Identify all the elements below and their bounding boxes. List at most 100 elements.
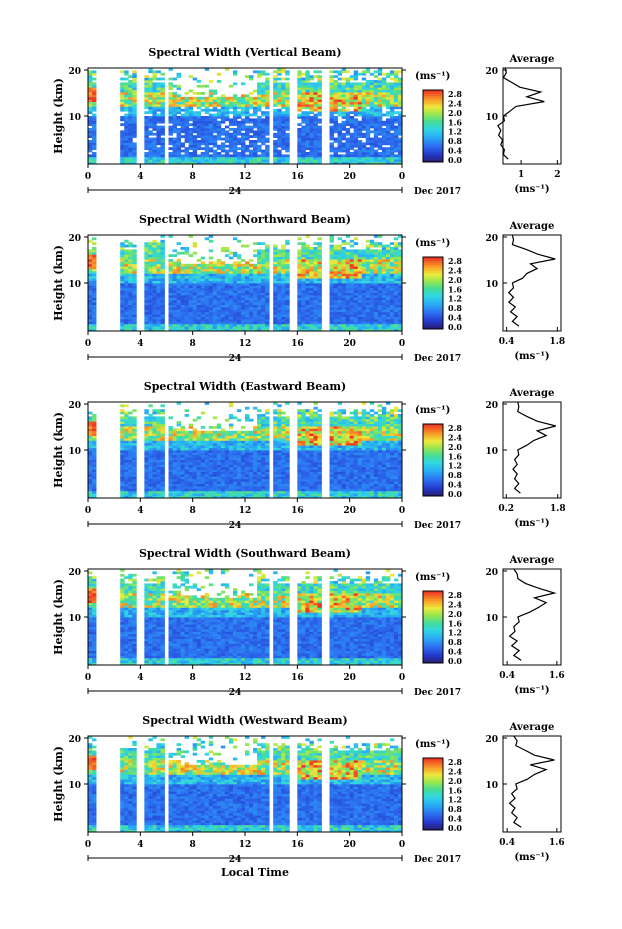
heatmap-cell xyxy=(204,156,210,160)
heatmap-cell xyxy=(305,254,310,257)
heatmap-cell xyxy=(160,125,165,129)
heatmap-cell xyxy=(220,283,226,286)
heatmap-cell xyxy=(120,447,125,451)
heatmap-cell xyxy=(257,106,262,110)
heatmap-cell xyxy=(397,111,403,114)
heatmap-cell xyxy=(281,92,286,95)
heatmap-cell xyxy=(216,116,222,119)
heatmap-cell xyxy=(377,275,383,279)
heatmap-cell xyxy=(192,476,198,480)
heatmap-cell xyxy=(393,304,399,308)
heatmap-cell xyxy=(245,328,250,332)
heatmap-cell xyxy=(277,261,282,265)
heatmap-cell xyxy=(253,161,258,165)
heatmap-cell xyxy=(313,106,318,110)
heatmap-cell xyxy=(373,314,379,317)
heatmap-cell xyxy=(196,273,202,277)
heatmap-cell xyxy=(132,438,137,441)
heatmap-cell xyxy=(337,135,343,138)
heatmap-cell xyxy=(128,319,133,322)
heatmap-cell xyxy=(184,464,190,468)
heatmap-cell xyxy=(277,159,282,162)
heatmap-cell xyxy=(180,285,186,289)
heatmap-cell xyxy=(220,292,226,296)
heatmap-cell xyxy=(265,87,270,90)
heatmap-cell xyxy=(309,247,314,250)
heatmap-cell xyxy=(200,92,206,95)
heatmap-cell xyxy=(389,147,395,150)
heatmap-cell xyxy=(369,271,375,274)
heatmap-cell xyxy=(92,426,97,429)
heatmap-cell xyxy=(120,457,125,460)
heatmap-cell xyxy=(240,295,246,298)
heatmap-cell xyxy=(345,304,351,308)
heatmap-cell xyxy=(228,319,234,322)
heatmap-cell xyxy=(124,137,129,141)
heatmap-cell xyxy=(389,92,395,95)
heatmap-cell xyxy=(333,323,338,327)
heatmap-cell xyxy=(204,295,210,298)
heatmap-cell xyxy=(152,481,157,484)
heatmap-cell xyxy=(132,292,137,296)
heatmap-cell xyxy=(120,469,125,472)
heatmap-cell xyxy=(245,295,250,298)
heatmap-cell xyxy=(273,326,278,329)
heatmap-cell xyxy=(249,283,254,286)
heatmap-cell xyxy=(385,247,391,250)
heatmap-cell xyxy=(385,280,391,284)
heatmap-cell xyxy=(309,149,314,153)
colorbar-segment xyxy=(423,146,443,149)
heatmap-cell xyxy=(245,326,250,329)
heatmap-cell xyxy=(373,319,379,322)
heatmap-cell xyxy=(160,259,165,262)
heatmap-cell xyxy=(128,476,133,480)
heatmap-cell xyxy=(148,132,153,136)
heatmap-cell xyxy=(365,295,371,298)
heatmap-cell xyxy=(208,161,214,165)
heatmap-cell xyxy=(92,266,97,269)
heatmap-cell xyxy=(353,321,359,325)
heatmap-cell xyxy=(341,316,347,320)
heatmap-cell xyxy=(397,104,403,107)
heatmap-cell xyxy=(373,323,379,327)
heatmap-cell xyxy=(337,316,343,320)
heatmap-cell xyxy=(212,283,218,286)
heatmap-cell xyxy=(297,254,302,257)
heatmap-cell xyxy=(92,466,97,470)
heatmap-cell xyxy=(397,304,403,308)
heatmap-cell xyxy=(240,140,246,143)
colorbar-tick-label: 0.0 xyxy=(448,155,462,165)
heatmap-cell xyxy=(353,82,359,86)
heatmap-cell xyxy=(301,77,306,81)
heatmap-cell xyxy=(184,271,190,274)
heatmap-cell xyxy=(240,111,246,114)
heatmap-cell xyxy=(245,285,250,289)
heatmap-cell xyxy=(301,140,306,143)
heatmap-cell xyxy=(273,314,278,317)
heatmap-cell xyxy=(188,452,194,456)
heatmap-cell xyxy=(369,125,375,129)
heatmap-cell xyxy=(216,72,222,76)
heatmap-cell xyxy=(176,474,181,477)
heatmap-cell xyxy=(176,483,181,487)
heatmap-cell xyxy=(277,259,282,262)
heatmap-cell xyxy=(120,314,125,317)
heatmap-cell xyxy=(333,84,338,88)
heatmap-cell xyxy=(92,292,97,296)
heatmap-cell xyxy=(249,311,254,315)
heatmap-cell xyxy=(357,135,363,138)
heatmap-cell xyxy=(313,135,318,138)
heatmap-cell xyxy=(180,118,186,122)
heatmap-cell xyxy=(329,321,334,325)
heatmap-cell xyxy=(373,159,379,162)
heatmap-cell xyxy=(341,84,347,88)
heatmap-cell xyxy=(148,249,153,253)
heatmap-cell xyxy=(265,99,270,102)
heatmap-cell xyxy=(337,266,343,269)
heatmap-cell xyxy=(249,295,254,298)
heatmap-cell xyxy=(377,256,383,260)
heatmap-cell xyxy=(341,135,347,138)
heatmap-cell xyxy=(261,142,266,146)
heatmap-cell xyxy=(144,459,149,463)
heatmap-cell xyxy=(373,82,379,86)
